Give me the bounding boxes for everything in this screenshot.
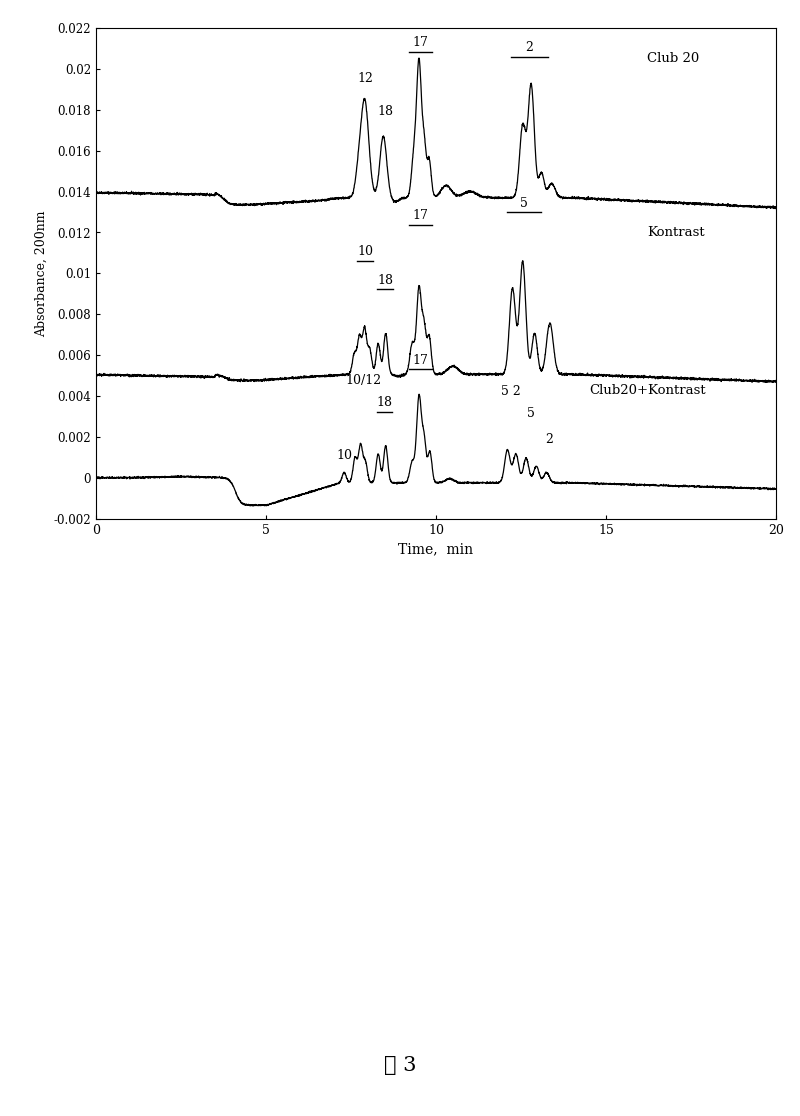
Text: 10: 10 xyxy=(358,246,374,258)
Y-axis label: Absorbance, 200nm: Absorbance, 200nm xyxy=(35,210,48,337)
Text: Club20+Kontrast: Club20+Kontrast xyxy=(589,384,706,396)
Text: Club 20: Club 20 xyxy=(646,52,699,65)
Text: 18: 18 xyxy=(377,105,393,118)
Text: 图 3: 图 3 xyxy=(384,1056,416,1076)
Text: 10/12: 10/12 xyxy=(346,374,382,387)
Text: 17: 17 xyxy=(413,37,429,49)
Text: 10: 10 xyxy=(337,449,353,462)
Text: 5: 5 xyxy=(527,406,535,420)
Text: Kontrast: Kontrast xyxy=(646,227,705,239)
Text: 2: 2 xyxy=(526,41,534,55)
Text: 18: 18 xyxy=(377,273,393,287)
Text: 17: 17 xyxy=(413,354,429,366)
Text: 18: 18 xyxy=(376,396,392,410)
Text: 5: 5 xyxy=(521,198,528,210)
Text: 5 2: 5 2 xyxy=(501,385,521,398)
Text: 12: 12 xyxy=(358,73,374,85)
Text: 17: 17 xyxy=(413,210,429,222)
Text: 2: 2 xyxy=(545,433,553,446)
X-axis label: Time,  min: Time, min xyxy=(398,542,474,557)
